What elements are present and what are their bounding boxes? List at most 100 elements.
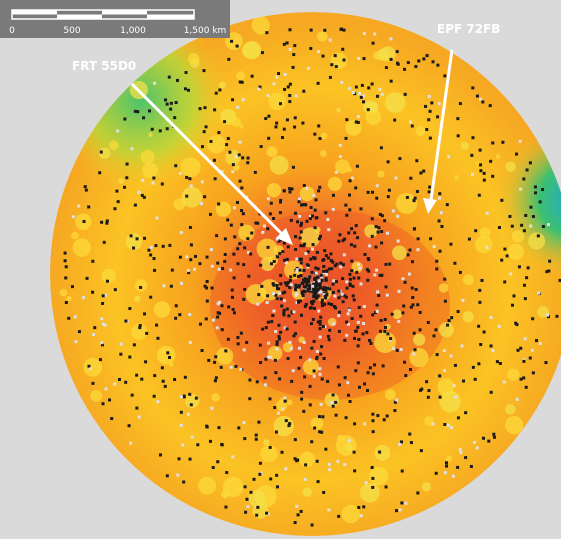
observation-footprint bbox=[140, 377, 144, 381]
crater bbox=[511, 230, 525, 243]
observation-footprint bbox=[520, 223, 524, 227]
observation-footprint bbox=[481, 100, 485, 104]
observation-footprint bbox=[255, 380, 259, 384]
observation-footprint bbox=[353, 231, 357, 235]
observation-footprint bbox=[541, 188, 545, 192]
observation-footprint bbox=[321, 288, 325, 292]
observation-footprint bbox=[348, 87, 352, 91]
crater bbox=[409, 348, 429, 368]
observation-footprint bbox=[254, 437, 258, 441]
observation-footprint bbox=[275, 485, 279, 489]
observation-footprint bbox=[155, 323, 159, 327]
annotation: EPF 72FB bbox=[423, 22, 500, 214]
observation-footprint bbox=[320, 301, 324, 305]
observation-footprint bbox=[176, 473, 180, 477]
observation-footprint bbox=[354, 186, 358, 190]
observation-footprint bbox=[293, 288, 297, 292]
observation-footprint bbox=[84, 188, 88, 192]
observation-footprint bbox=[342, 28, 346, 32]
observation-footprint bbox=[175, 78, 179, 82]
observation-footprint bbox=[186, 88, 190, 92]
observation-footprint bbox=[130, 147, 134, 151]
observation-footprint bbox=[238, 80, 242, 84]
observation-footprint bbox=[150, 127, 154, 131]
crater bbox=[153, 301, 171, 318]
observation-footprint bbox=[266, 245, 270, 249]
observation-footprint bbox=[514, 321, 518, 325]
observation-footprint bbox=[100, 317, 104, 321]
observation-footprint bbox=[356, 236, 360, 240]
observation-footprint bbox=[258, 461, 262, 465]
annotation: FRT 55D0 bbox=[72, 59, 293, 245]
crater bbox=[211, 393, 220, 402]
observation-footprint bbox=[300, 221, 304, 225]
crater bbox=[336, 434, 345, 443]
observation-footprint bbox=[545, 270, 549, 274]
observation-footprint bbox=[113, 382, 117, 386]
observation-footprint bbox=[216, 315, 220, 319]
observation-footprint bbox=[314, 276, 318, 280]
observation-footprint bbox=[416, 237, 420, 241]
observation-footprint bbox=[292, 310, 296, 314]
crater bbox=[374, 331, 396, 354]
crater bbox=[364, 224, 378, 238]
observation-footprint bbox=[528, 161, 532, 165]
observation-footprint bbox=[309, 205, 313, 209]
observation-footprint bbox=[188, 313, 192, 317]
observation-footprint bbox=[294, 285, 298, 289]
observation-footprint bbox=[403, 92, 407, 96]
observation-footprint bbox=[314, 266, 318, 270]
observation-footprint bbox=[122, 185, 126, 189]
observation-footprint bbox=[113, 207, 117, 211]
observation-footprint bbox=[408, 248, 412, 252]
crater bbox=[302, 358, 319, 375]
observation-footprint bbox=[320, 430, 324, 434]
observation-footprint bbox=[464, 456, 468, 460]
observation-footprint bbox=[286, 85, 290, 89]
observation-footprint bbox=[211, 318, 215, 322]
observation-footprint bbox=[449, 354, 453, 358]
observation-footprint bbox=[381, 364, 385, 368]
observation-footprint bbox=[298, 268, 302, 272]
observation-footprint bbox=[287, 424, 291, 428]
observation-footprint bbox=[240, 223, 244, 227]
observation-footprint bbox=[230, 288, 234, 292]
observation-footprint bbox=[328, 38, 332, 42]
observation-footprint bbox=[129, 441, 133, 445]
observation-footprint bbox=[257, 420, 261, 424]
observation-footprint bbox=[311, 284, 315, 288]
observation-footprint bbox=[246, 156, 250, 160]
observation-footprint bbox=[371, 485, 375, 489]
observation-footprint bbox=[238, 140, 242, 144]
observation-footprint bbox=[284, 419, 288, 423]
observation-footprint bbox=[173, 378, 177, 382]
observation-footprint bbox=[173, 116, 177, 120]
observation-footprint bbox=[220, 328, 224, 332]
observation-footprint bbox=[345, 280, 349, 284]
observation-footprint bbox=[530, 348, 534, 352]
observation-footprint bbox=[315, 280, 319, 284]
observation-footprint bbox=[482, 330, 486, 334]
observation-footprint bbox=[232, 252, 236, 256]
observation-footprint bbox=[255, 513, 259, 517]
observation-footprint bbox=[103, 293, 107, 297]
observation-footprint bbox=[415, 189, 419, 193]
observation-footprint bbox=[491, 348, 495, 352]
observation-footprint bbox=[497, 324, 501, 328]
observation-footprint bbox=[432, 245, 436, 249]
observation-footprint bbox=[242, 297, 246, 301]
observation-footprint bbox=[274, 330, 278, 334]
observation-footprint bbox=[371, 476, 375, 480]
observation-footprint bbox=[394, 176, 398, 180]
crater bbox=[252, 502, 269, 519]
observation-footprint bbox=[179, 231, 183, 235]
observation-footprint bbox=[342, 253, 346, 257]
observation-footprint bbox=[334, 65, 338, 69]
observation-footprint bbox=[130, 393, 134, 397]
observation-footprint bbox=[308, 217, 312, 221]
observation-footprint bbox=[436, 115, 440, 119]
observation-footprint bbox=[185, 175, 189, 179]
observation-footprint bbox=[215, 326, 219, 330]
observation-footprint bbox=[160, 182, 164, 186]
observation-footprint bbox=[380, 230, 384, 234]
